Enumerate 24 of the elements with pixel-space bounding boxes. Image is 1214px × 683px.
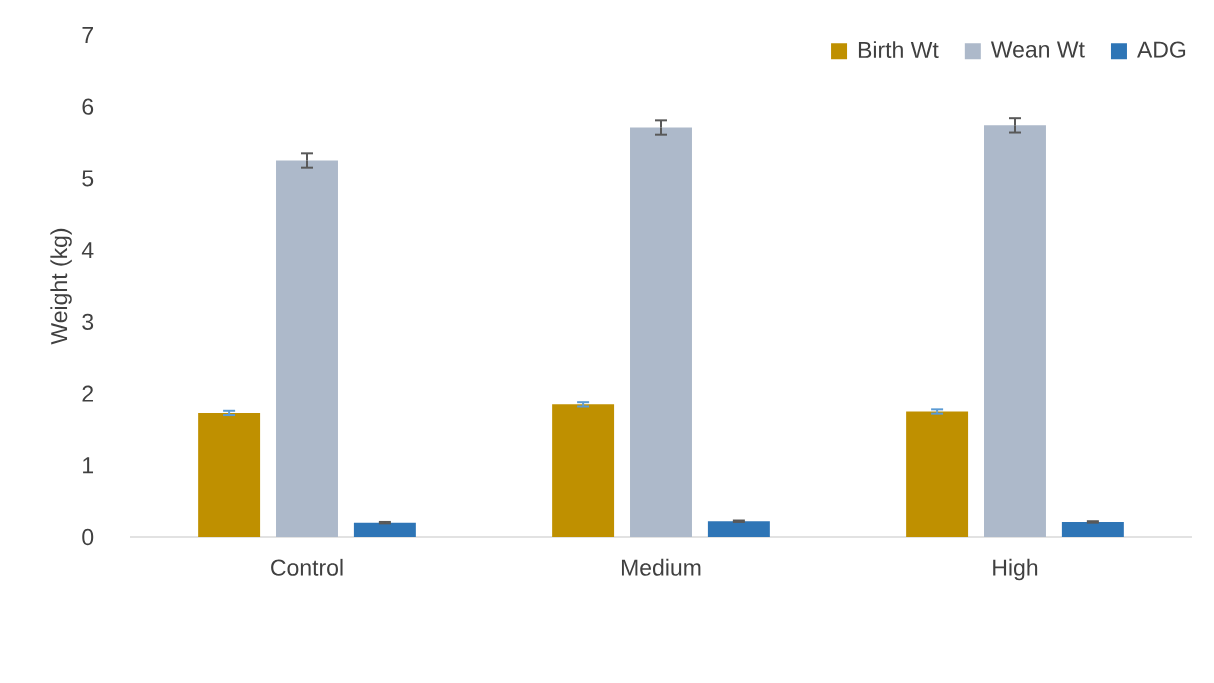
legend-label: Birth Wt xyxy=(858,41,939,59)
bar xyxy=(630,127,692,537)
x-tick-label: Control xyxy=(271,558,343,576)
bar xyxy=(198,412,261,537)
y-tick-label: 6 xyxy=(82,98,94,115)
y-tick-label: 1 xyxy=(83,457,94,474)
bar xyxy=(906,411,969,537)
y-axis-title: Weight (kg) xyxy=(50,228,72,345)
bar xyxy=(1061,521,1124,537)
bar xyxy=(276,160,338,537)
bar xyxy=(984,125,1046,537)
x-tick-label: Medium xyxy=(621,558,701,576)
bar xyxy=(353,522,416,537)
legend-label: Wean Wt xyxy=(990,41,1085,58)
legend-label: ADG xyxy=(1137,41,1186,58)
x-tick-label: High xyxy=(993,558,1038,581)
bar xyxy=(707,521,770,537)
y-tick-label: 5 xyxy=(82,170,94,187)
y-tick-label: 0 xyxy=(82,528,94,546)
y-tick-label: 4 xyxy=(81,242,94,259)
bar xyxy=(552,404,615,537)
y-tick-label: 7 xyxy=(82,27,93,43)
y-tick-label: 2 xyxy=(82,385,93,402)
y-tick-label: 3 xyxy=(82,313,94,330)
